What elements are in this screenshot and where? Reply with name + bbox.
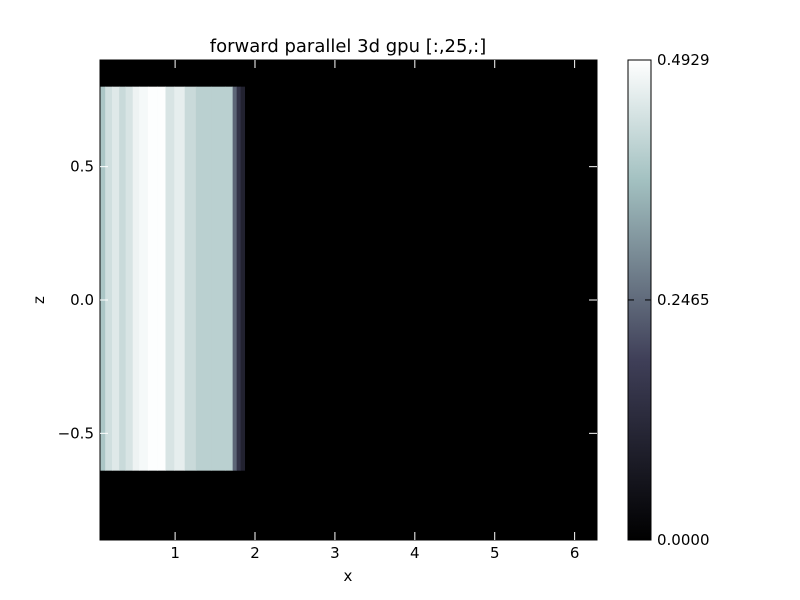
- heatmap-cell: [157, 86, 166, 471]
- chart-title: forward parallel 3d gpu [:,25,:]: [210, 36, 487, 57]
- heatmap-cell: [236, 86, 242, 471]
- heatmap-cell: [240, 86, 246, 471]
- x-axis-label: x: [344, 567, 353, 585]
- heatmap-cell: [111, 86, 120, 471]
- heatmap-cell: [211, 86, 226, 471]
- x-axis-ticks: 1 2 3 4 5 6: [170, 60, 579, 562]
- x-tick-label: 3: [330, 544, 340, 562]
- x-tick-label: 1: [170, 544, 180, 562]
- colorbar-tick-label: 0.0000: [657, 531, 710, 549]
- y-tick-label: 0.0: [70, 291, 94, 309]
- x-tick-label: 2: [250, 544, 260, 562]
- heatmap-cell: [165, 86, 175, 471]
- heatmap-cell: [225, 86, 234, 471]
- x-tick-label: 6: [570, 544, 580, 562]
- heatmap-cell: [232, 86, 238, 471]
- colorbar-tick-label: 0.2465: [657, 291, 710, 309]
- y-tick-label: −0.5: [58, 424, 94, 442]
- y-tick-label: 0.5: [70, 158, 94, 176]
- heatmap-cell: [195, 86, 212, 471]
- heatmap-cell: [132, 86, 140, 471]
- heatmap-cell: [105, 86, 113, 471]
- heatmap-cell: [125, 86, 134, 471]
- y-axis-ticks: 0.5 0.0 −0.5: [58, 158, 597, 442]
- heatmap-cell: [100, 86, 106, 471]
- colorbar-ticks: 0.4929 0.2465 0.0000: [628, 51, 710, 549]
- heatmap-cell: [174, 86, 186, 471]
- heatmap-cell: [119, 86, 126, 471]
- x-tick-label: 4: [410, 544, 420, 562]
- heatmap-cell: [139, 86, 149, 471]
- colorbar-tick-label: 0.4929: [657, 51, 710, 69]
- x-tick-label: 5: [490, 544, 500, 562]
- y-axis-label: z: [30, 296, 48, 304]
- plot-area: [100, 60, 597, 540]
- heatmap-cell: [184, 86, 197, 471]
- heatmap-cell: [147, 86, 158, 471]
